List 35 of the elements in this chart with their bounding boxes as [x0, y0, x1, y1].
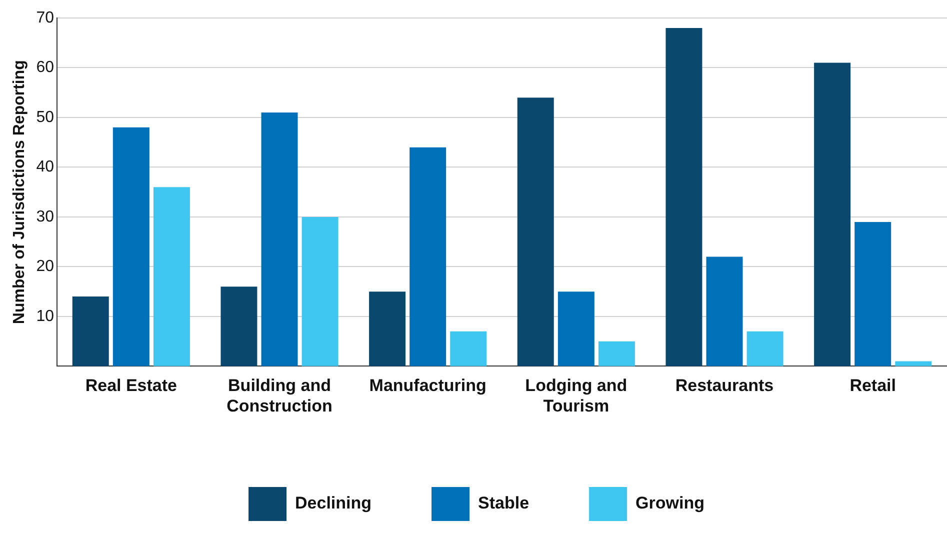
bar — [369, 292, 406, 366]
y-tick-label: 10 — [36, 308, 54, 325]
bar — [854, 222, 892, 366]
bar — [666, 28, 702, 366]
bar — [746, 331, 784, 366]
x-tick-label: Restaurants — [675, 376, 774, 396]
bar — [261, 112, 298, 366]
legend-label: Growing — [636, 494, 704, 513]
x-tick-label: Lodging and Tourism — [525, 376, 628, 416]
y-tick-label: 50 — [36, 108, 54, 126]
bar — [220, 286, 258, 366]
y-tick-label: 30 — [36, 208, 54, 226]
y-tick-label: 70 — [36, 9, 54, 26]
bar — [410, 147, 446, 366]
bar — [598, 341, 635, 366]
bar — [814, 62, 851, 366]
legend-label: Declining — [295, 494, 372, 513]
x-tick-label: Building and Construction — [226, 376, 332, 416]
y-axis-title: Number of Jurisdictions Reporting — [11, 60, 28, 324]
x-tick-label: Real Estate — [85, 376, 177, 396]
legend-label: Stable — [478, 494, 530, 513]
bar — [517, 98, 554, 366]
bar — [112, 127, 150, 366]
bar — [558, 292, 594, 366]
y-tick-label: 60 — [36, 59, 54, 76]
bar — [706, 256, 743, 366]
y-tick-label: 20 — [36, 258, 54, 276]
bar — [895, 361, 932, 366]
bar — [302, 216, 338, 366]
bar — [72, 296, 109, 366]
y-tick-label: 40 — [36, 158, 54, 176]
bar — [450, 331, 487, 366]
x-tick-label: Manufacturing — [369, 376, 486, 396]
bar — [153, 187, 190, 366]
x-tick-label: Retail — [850, 376, 896, 396]
